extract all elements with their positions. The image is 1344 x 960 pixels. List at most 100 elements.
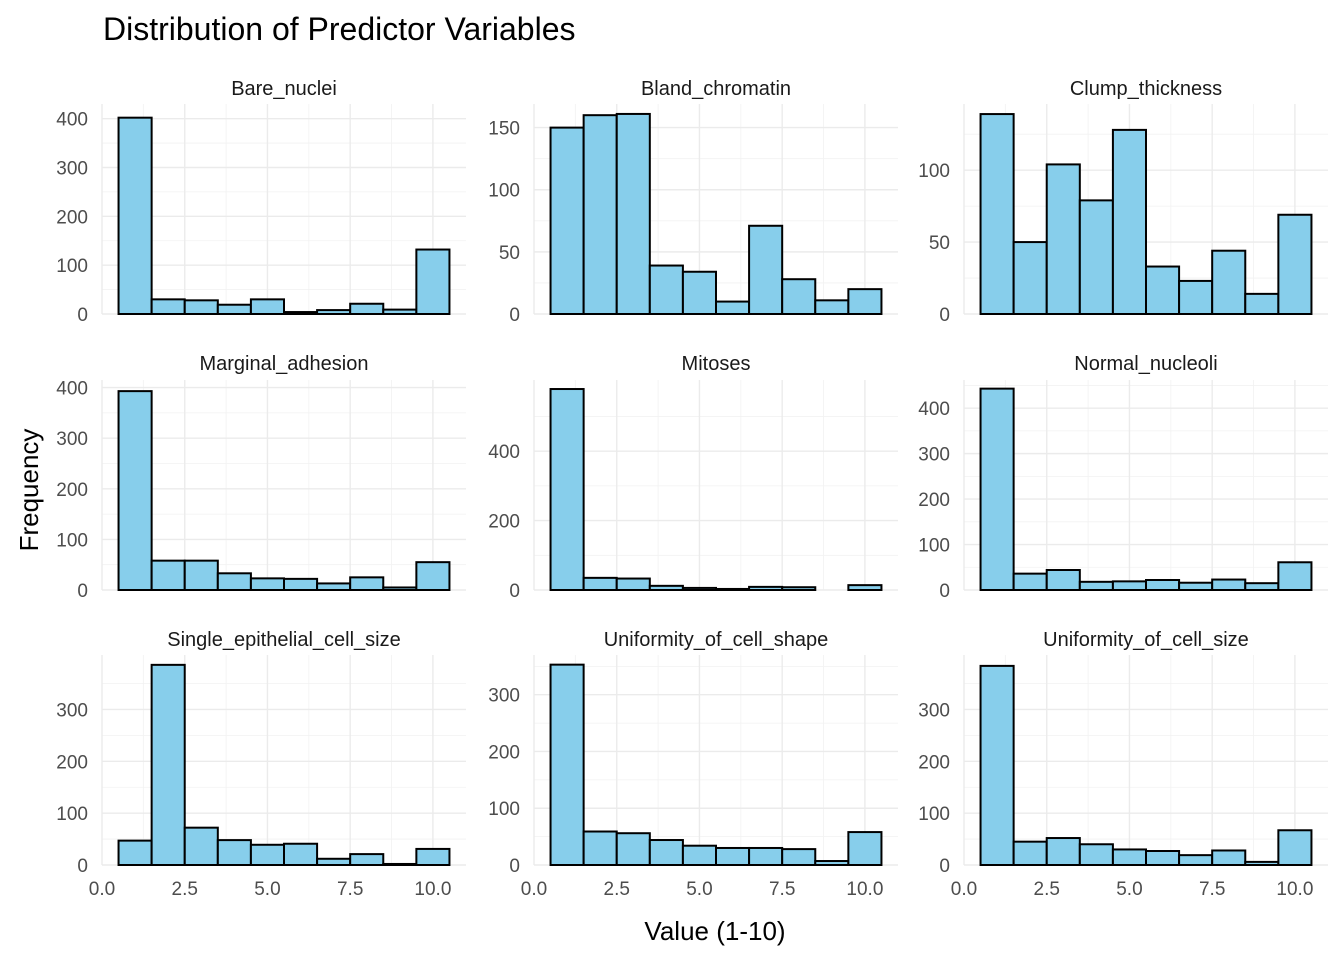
histogram-bar: [316, 582, 352, 592]
y-tick-label: 0: [77, 305, 88, 326]
y-tick-label: 300: [56, 158, 88, 179]
histogram-bar: [316, 309, 352, 315]
y-tick-label: 150: [488, 119, 520, 140]
histogram-bar: [382, 862, 418, 866]
x-tick-label: 0.0: [951, 879, 977, 900]
y-tick-label: 0: [939, 305, 950, 326]
panel-title: Uniformity_of_cell_size: [1043, 629, 1249, 651]
y-tick-label: 200: [56, 480, 88, 501]
histogram-bar: [249, 577, 285, 592]
panel-clump-thickness: Clump_thickness 0 50 100: [918, 78, 1328, 326]
y-tick-label: 0: [509, 856, 520, 877]
histogram-bar: [415, 248, 451, 315]
histogram-bar: [1277, 829, 1313, 867]
histogram-bar: [183, 299, 219, 316]
y-tick-label: 300: [56, 429, 88, 450]
chart-title: Distribution of Predictor Variables: [103, 11, 576, 47]
x-tick-label: 5.0: [686, 879, 712, 900]
histogram-bar: [316, 857, 352, 866]
x-tick-label: 10.0: [414, 879, 451, 900]
histogram-bar: [549, 388, 585, 591]
histogram-bar: [249, 843, 285, 866]
histogram-bar: [781, 278, 817, 315]
histogram-bar: [1211, 578, 1247, 592]
x-tick-label: 10.0: [1276, 879, 1313, 900]
panel-mitoses: Mitoses 0 200 400: [488, 353, 898, 602]
histogram-bar: [681, 844, 718, 866]
histogram-bar: [748, 224, 784, 315]
panel-uniformity-of-cell-shape: Uniformity_of_cell_shape 0 100 200 300 0.0 2.5…: [488, 629, 898, 900]
y-axis-title: Frequency: [14, 429, 44, 552]
x-tick-label: 2.5: [1034, 879, 1060, 900]
histogram-bar: [1078, 843, 1114, 867]
y-tick-label: 100: [56, 256, 88, 277]
histogram-bar: [1012, 572, 1048, 591]
histogram-bar: [183, 826, 219, 867]
histogram-bar: [847, 288, 883, 315]
histogram-bar: [681, 270, 718, 315]
y-tick-label: 400: [488, 442, 520, 463]
panel-title: Bare_nuclei: [231, 78, 337, 100]
histogram-bar: [1111, 848, 1147, 867]
histogram-bar: [216, 572, 252, 592]
histogram-bar: [349, 853, 385, 866]
histogram-bar: [1211, 249, 1247, 315]
panel-title: Bland_chromatin: [641, 78, 791, 100]
y-tick-label: 100: [56, 804, 88, 825]
histogram-bar: [216, 839, 252, 866]
x-tick-label: 0.0: [89, 879, 115, 900]
y-tick-label: 50: [929, 233, 950, 254]
histogram-bar: [615, 577, 651, 592]
histogram-bar: [349, 576, 385, 592]
y-tick-label: 100: [918, 161, 950, 182]
histogram-bar: [1078, 199, 1114, 315]
panel-title: Marginal_adhesion: [199, 353, 368, 375]
histogram-bar: [615, 112, 651, 315]
panel-normal-nucleoli: Normal_nucleoli 0 100 200 300 400: [918, 353, 1328, 602]
histogram-bar: [1211, 849, 1247, 867]
panel-title: Uniformity_of_cell_shape: [604, 629, 829, 651]
histogram-bar: [1012, 241, 1048, 316]
x-tick-label: 5.0: [254, 879, 280, 900]
histogram-bar: [1244, 292, 1280, 315]
histogram-bar: [814, 299, 850, 315]
y-tick-label: 300: [488, 686, 520, 707]
histogram-bar: [283, 311, 319, 315]
histogram-bar: [1145, 265, 1181, 315]
histogram-bar: [249, 298, 285, 316]
y-tick-label: 300: [918, 700, 950, 721]
histogram-bar: [1145, 579, 1181, 591]
y-tick-label: 300: [56, 700, 88, 721]
histogram-bar: [615, 832, 651, 866]
histogram-bar: [979, 113, 1015, 315]
y-tick-label: 200: [488, 512, 520, 533]
y-tick-label: 400: [56, 379, 88, 400]
x-tick-label: 7.5: [1199, 879, 1225, 900]
histogram-bar: [415, 561, 451, 592]
y-tick-label: 0: [77, 581, 88, 602]
histogram-bar: [117, 116, 153, 315]
histogram-bar: [715, 300, 751, 316]
histogram-bar: [415, 847, 451, 866]
y-tick-label: 0: [509, 305, 520, 326]
histogram-bar: [1111, 128, 1147, 315]
x-tick-label: 5.0: [1116, 879, 1142, 900]
x-tick-label: 2.5: [604, 879, 630, 900]
y-tick-label: 0: [939, 856, 950, 877]
histogram-bar: [1078, 580, 1114, 591]
histogram-bar: [183, 559, 219, 591]
y-tick-label: 400: [56, 110, 88, 131]
histogram-bar: [117, 839, 153, 867]
histogram-bar: [748, 846, 784, 866]
histogram-bar: [349, 302, 385, 315]
y-tick-label: 200: [56, 207, 88, 228]
y-tick-label: 200: [918, 490, 950, 511]
panel-marginal-adhesion: Marginal_adhesion 0 100 200 300 400: [56, 353, 466, 602]
histogram-bar: [781, 848, 817, 866]
histogram-bar: [549, 126, 585, 315]
y-tick-label: 100: [488, 181, 520, 202]
histogram-bar: [549, 663, 585, 866]
panel-uniformity-of-cell-size: Uniformity_of_cell_size 0 100 200 300 0.0 2.5 5…: [918, 629, 1328, 900]
panel-bare-nuclei: Bare_nuclei 0 100 200 300 400: [56, 78, 466, 326]
panel-title: Clump_thickness: [1070, 78, 1222, 100]
